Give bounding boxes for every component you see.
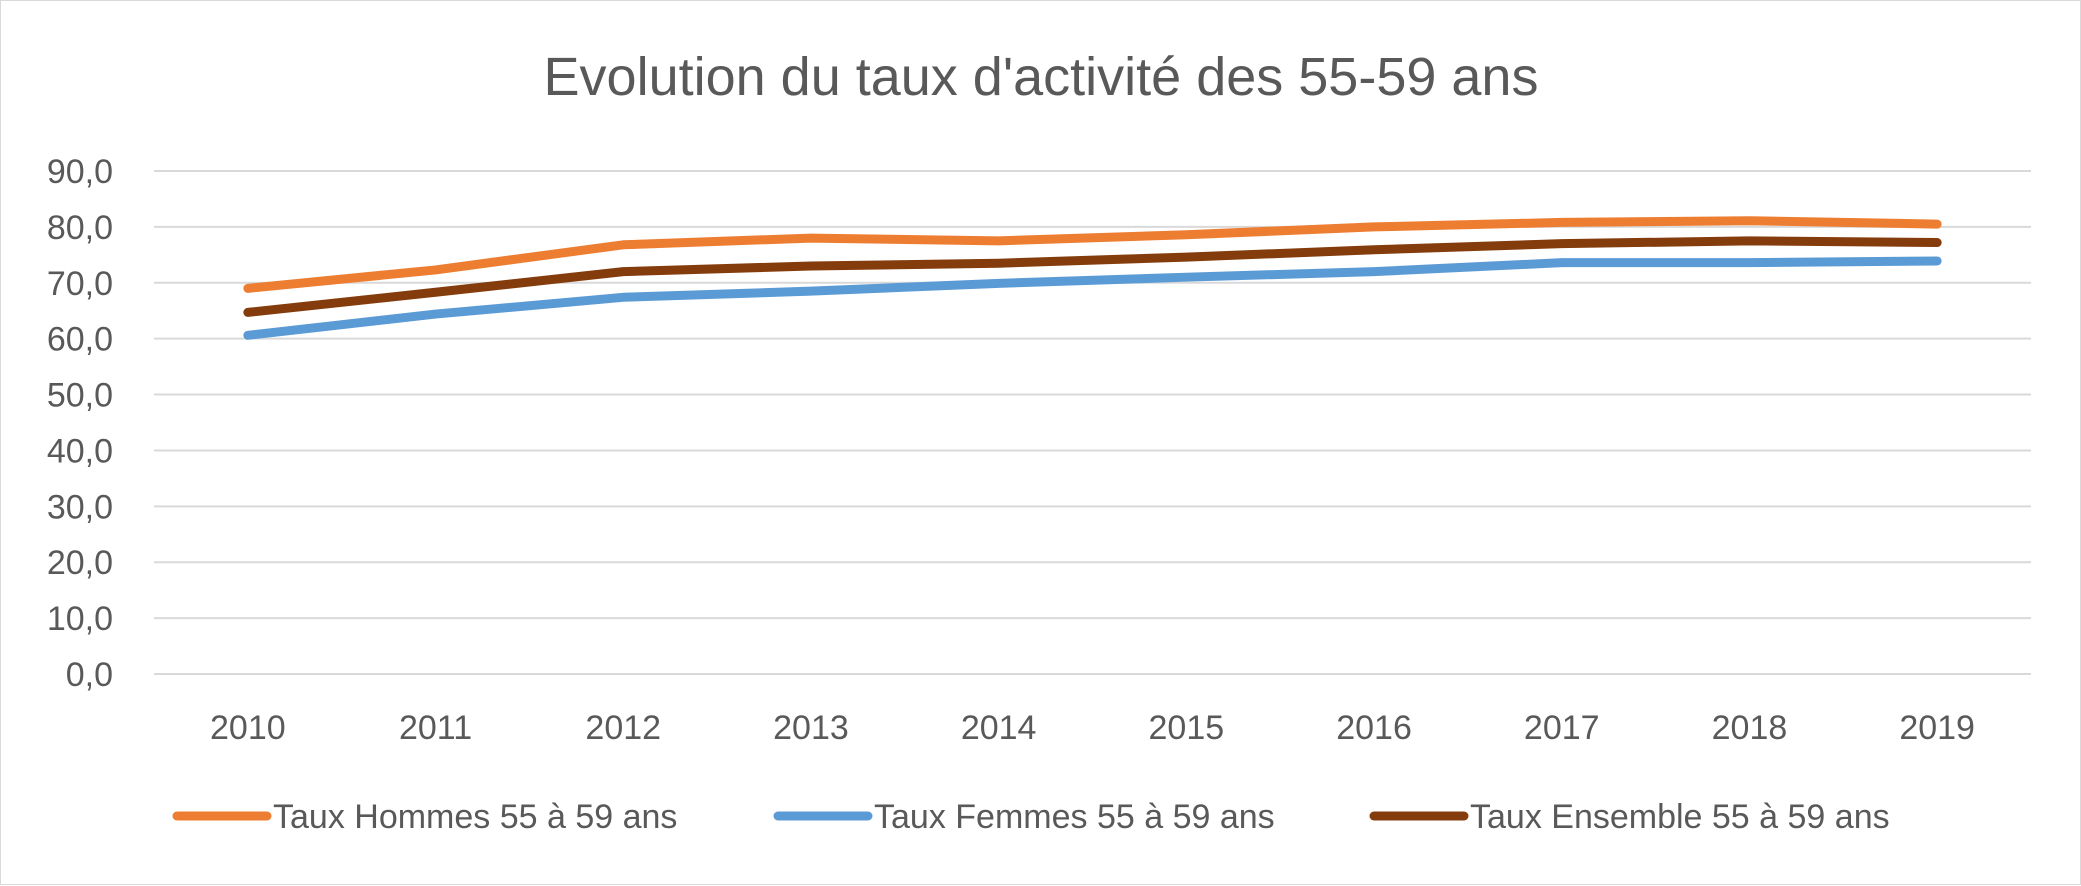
y-tick-label: 60,0 (47, 321, 113, 359)
x-tick-label: 2016 (1336, 709, 1412, 747)
legend-label: Taux Ensemble 55 à 59 ans (1470, 798, 1890, 836)
x-tick-label: 2019 (1899, 709, 1975, 747)
x-tick-label: 2015 (1149, 709, 1225, 747)
y-tick-label: 10,0 (47, 600, 113, 638)
x-axis-ticks: 2010 2011 2012 2013 2014 2015 2016 2017 2018 2019 (210, 709, 1975, 747)
series-lines (243, 216, 1942, 340)
y-tick-label: 70,0 (47, 265, 113, 303)
x-tick-label: 2014 (961, 709, 1037, 747)
x-tick-label: 2018 (1712, 709, 1788, 747)
series-line-0 (243, 216, 1942, 293)
y-axis-ticks: 0,0 10,0 20,0 30,0 40,0 50,0 60,0 70,0 80,0 90,0 (47, 153, 113, 694)
grid-lines (154, 170, 2031, 675)
legend-label: Taux Hommes 55 à 59 ans (273, 798, 677, 836)
y-tick-label: 0,0 (66, 656, 113, 694)
x-tick-label: 2011 (399, 709, 472, 747)
x-tick-label: 2012 (585, 709, 661, 747)
x-tick-label: 2013 (773, 709, 849, 747)
series-line-2 (243, 236, 1942, 317)
legend: Taux Hommes 55 à 59 ans Taux Femmes 55 à … (172, 798, 1890, 836)
legend-label: Taux Femmes 55 à 59 ans (874, 798, 1275, 836)
y-tick-label: 40,0 (47, 432, 113, 470)
y-tick-label: 20,0 (47, 544, 113, 582)
x-tick-label: 2010 (210, 709, 286, 747)
series-line-1 (243, 256, 1942, 340)
y-tick-label: 90,0 (47, 153, 113, 191)
chart-title: Evolution du taux d'activité des 55-59 a… (544, 47, 1539, 107)
x-tick-label: 2017 (1524, 709, 1600, 747)
y-tick-label: 30,0 (47, 488, 113, 526)
y-tick-label: 50,0 (47, 377, 113, 415)
y-tick-label: 80,0 (47, 209, 113, 247)
